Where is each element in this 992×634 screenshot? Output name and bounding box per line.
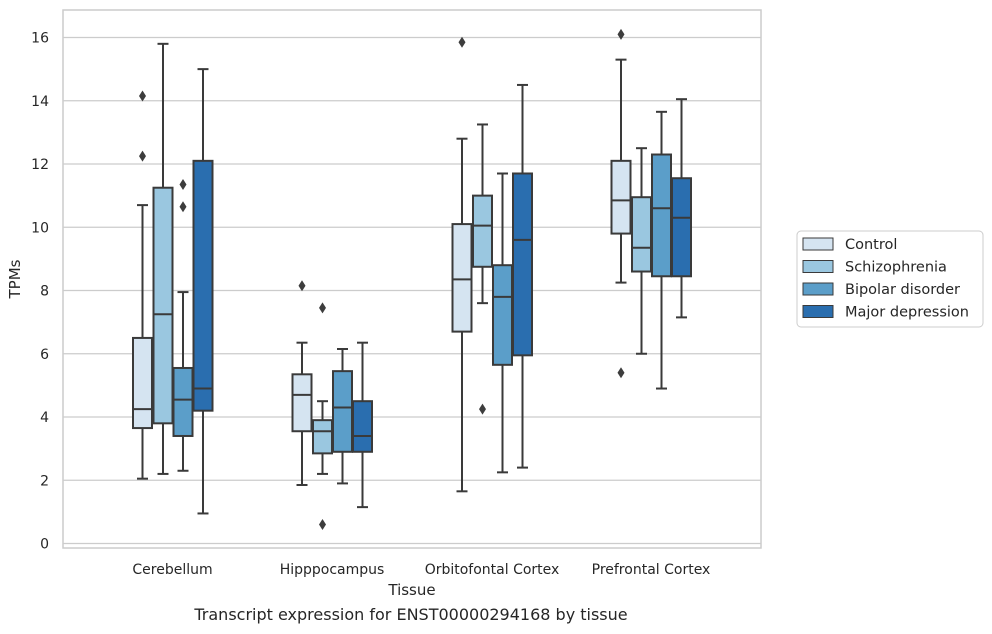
- legend-frame: [796, 230, 984, 328]
- y-tick-label: 0: [40, 537, 49, 553]
- legend-entry-label: Schizophrenia: [845, 260, 947, 276]
- y-tick-label: 4: [40, 410, 49, 426]
- box-4-2: [352, 341, 373, 509]
- iqr-box: [172, 366, 194, 437]
- iqr-box: [132, 336, 153, 430]
- boxes: [132, 28, 692, 531]
- y-tick-label: 8: [40, 284, 49, 300]
- iqr-box: [352, 400, 373, 453]
- y-tick-label: 14: [31, 94, 49, 110]
- outlier-point: [179, 179, 187, 191]
- box-3-3: [492, 172, 513, 474]
- iqr-box: [332, 370, 353, 453]
- chart-caption: Transcript expression for ENST0000029416…: [194, 605, 628, 624]
- y-tick-label: 16: [31, 31, 49, 47]
- x-tick-label: Prefrontal Cortex: [592, 562, 711, 578]
- iqr-box: [312, 419, 333, 455]
- x-tick-label: Cerebellum: [132, 562, 212, 578]
- y-axis-ticks: 0 2 4 6 8 10 12 14 16: [31, 31, 49, 553]
- y-tick-label: 2: [40, 473, 49, 489]
- iqr-box: [631, 196, 652, 273]
- box-1-2: [291, 280, 313, 486]
- iqr-box: [671, 177, 692, 278]
- iqr-box: [651, 153, 672, 278]
- outlier-point: [139, 150, 146, 162]
- plot-frame: [62, 9, 762, 549]
- box-2-1: [152, 42, 174, 475]
- iqr-box: [451, 223, 473, 333]
- box-4-4: [671, 98, 692, 319]
- iqr-box: [152, 186, 174, 425]
- iqr-box: [472, 194, 493, 268]
- x-axis-label: Tissue: [387, 581, 435, 599]
- box-3-4: [651, 110, 672, 390]
- outlier-point: [458, 36, 466, 48]
- legend-entry-label: Control: [845, 237, 897, 253]
- outlier-point: [298, 280, 306, 292]
- legend-entry-label: Bipolar disorder: [845, 282, 960, 298]
- legend-swatch: [802, 260, 834, 273]
- box-1-4: [610, 28, 632, 379]
- y-tick-label: 6: [40, 347, 49, 363]
- outlier-point: [139, 90, 146, 102]
- box-3-1: [172, 179, 194, 472]
- iqr-box: [492, 264, 513, 366]
- box-3-2: [332, 348, 353, 485]
- iqr-box: [192, 159, 214, 412]
- y-tick-label: 12: [31, 157, 49, 173]
- legend-swatch: [802, 305, 834, 318]
- box-2-3: [472, 123, 493, 415]
- iqr-box: [291, 373, 313, 433]
- outlier-point: [479, 403, 486, 415]
- box-4-1: [192, 68, 214, 515]
- y-tick-label: 10: [31, 220, 49, 236]
- iqr-box: [610, 159, 632, 235]
- outlier-point: [319, 519, 326, 531]
- iqr-box: [512, 172, 533, 357]
- y-axis-label: TPMs: [6, 259, 24, 299]
- x-tick-label: Hipppocampus: [280, 562, 385, 578]
- box-1-3: [451, 36, 473, 493]
- legend-swatch: [802, 282, 834, 296]
- box-2-4: [631, 147, 652, 355]
- outlier-point: [179, 201, 187, 213]
- legend-entry-label: Major depression: [845, 305, 969, 321]
- legend: Control Schizophrenia Bipolar disorder Majo…: [796, 230, 984, 328]
- x-tick-label: Orbitofontal Cortex: [425, 562, 560, 578]
- legend-swatch: [802, 237, 834, 251]
- outlier-point: [617, 367, 625, 379]
- box-4-3: [512, 83, 533, 469]
- outlier-point: [617, 28, 625, 40]
- x-axis-ticks: Cerebellum Hipppocampus Orbitofontal Corte…: [132, 562, 710, 578]
- box-2-2: [312, 302, 333, 531]
- box-1-1: [132, 90, 153, 480]
- outlier-point: [319, 302, 326, 314]
